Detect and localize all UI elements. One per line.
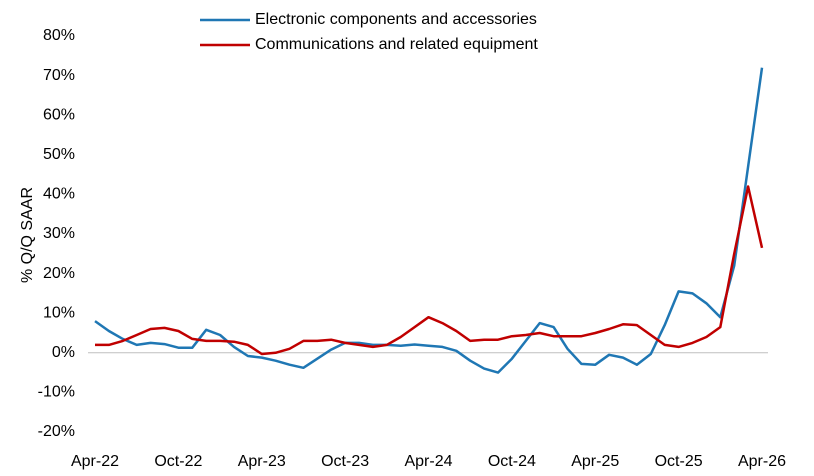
x-tick-label: Oct-24 [488, 453, 536, 470]
y-tick-label: -20% [38, 423, 75, 440]
x-tick-label: Oct-25 [655, 453, 703, 470]
x-tick-label: Apr-23 [238, 453, 286, 470]
x-tick-label: Apr-26 [738, 453, 786, 470]
y-tick-label: 70% [43, 67, 75, 84]
x-tick-label: Apr-22 [71, 453, 119, 470]
y-tick-label: 30% [43, 225, 75, 242]
y-tick-label: 10% [43, 304, 75, 321]
y-tick-label: 20% [43, 265, 75, 282]
x-tick-label: Oct-23 [321, 453, 369, 470]
y-axis-title: % Q/Q SAAR [19, 187, 36, 283]
y-tick-label: 40% [43, 186, 75, 203]
y-tick-label: 60% [43, 106, 75, 123]
x-tick-label: Apr-24 [404, 453, 452, 470]
x-tick-label: Apr-25 [571, 453, 619, 470]
series-line [95, 185, 764, 356]
legend-label: Electronic components and accessories [255, 11, 537, 28]
x-tick-label: Oct-22 [154, 453, 202, 470]
y-tick-label: 50% [43, 146, 75, 163]
series-line [94, 67, 764, 374]
y-tick-label: 0% [52, 344, 75, 361]
y-tick-label: -10% [38, 384, 75, 401]
y-tick-label: 80% [43, 27, 75, 44]
legend-label: Communications and related equipment [255, 36, 538, 53]
